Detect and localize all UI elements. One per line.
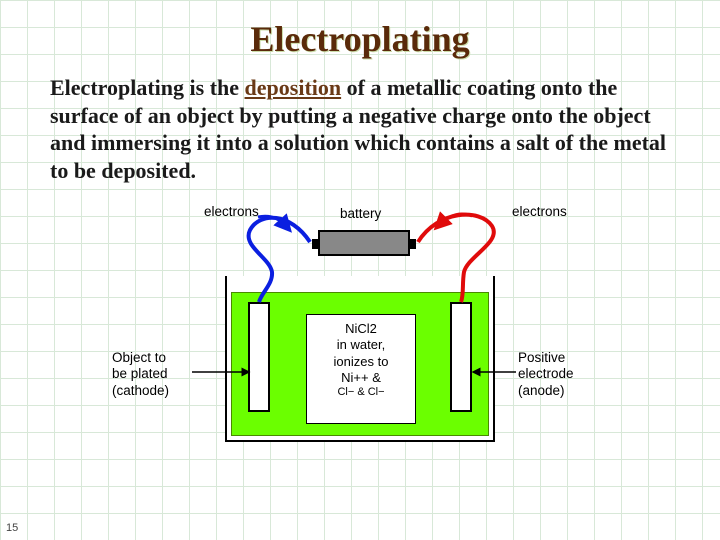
definition-paragraph: Electroplating is the deposition of a me… (42, 74, 678, 184)
page-title: Electroplating (42, 18, 678, 60)
deposition-word: deposition (245, 75, 342, 100)
slide-number: 15 (6, 522, 18, 534)
electron-arrow-right-icon (440, 214, 472, 224)
definition-pre: Electroplating is the (50, 75, 245, 100)
label-electrons-left: electrons (204, 204, 259, 220)
electroplating-diagram: NiCl2 in water, ionizes to Ni++ & Cl− & … (120, 202, 600, 452)
slide-content: Electroplating Electroplating is the dep… (0, 0, 720, 452)
wire-left (249, 218, 310, 302)
label-battery: battery (340, 206, 381, 222)
label-object: Object tobe plated(cathode) (112, 350, 169, 399)
wires-svg (120, 202, 600, 452)
label-electrons-right: electrons (512, 204, 567, 220)
label-positive: Positiveelectrode(anode) (518, 350, 574, 399)
wire-right (418, 215, 494, 302)
